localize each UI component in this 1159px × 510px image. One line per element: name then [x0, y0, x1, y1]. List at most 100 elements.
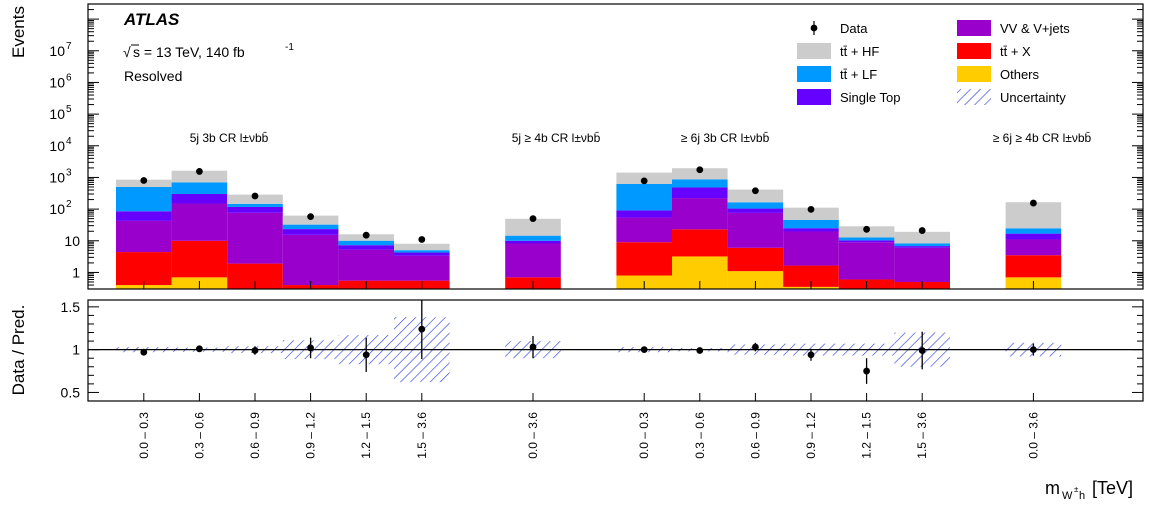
category-label-7: 0.0 – 0.3 — [637, 412, 651, 459]
bar-tt-lf-4 — [338, 240, 394, 246]
bar-vv-v-jets-1 — [171, 203, 228, 241]
upper-ytick-exponent-3: 3 — [66, 167, 72, 178]
sqrt-symbol: √ — [123, 44, 131, 60]
bar-single-top-7 — [616, 210, 672, 218]
ratio-point-8 — [696, 347, 704, 354]
bar-tt-x-10 — [783, 265, 839, 287]
bar-single-top-3 — [282, 229, 339, 235]
legend-tt-x-swatch — [957, 43, 991, 59]
category-label-12: 1.5 – 3.6 — [915, 412, 929, 459]
ratio-point-0 — [140, 348, 148, 356]
ratio-point-6 — [529, 343, 537, 351]
legend-tt-lf-label: tt̄ + LF — [840, 67, 877, 82]
bar-tt-lf-10 — [783, 219, 839, 229]
category-label-6: 0.0 – 3.6 — [526, 412, 540, 459]
upper-ytick-exponent-5: 5 — [66, 104, 72, 115]
category-label-1: 0.3 – 0.6 — [192, 412, 206, 459]
data-point-5 — [418, 236, 426, 243]
upper-ytick-label-1: 10 — [64, 233, 80, 249]
bar-single-top-5 — [394, 252, 450, 256]
region-label-1: 5j ≥ 4b CR l±νbb̄ — [512, 131, 601, 145]
ratio-point-12 — [918, 347, 926, 354]
legend-others-swatch — [957, 66, 991, 82]
region-label-2: ≥ 6j 3b CR l±νbb̄ — [681, 131, 770, 145]
data-point-12 — [918, 227, 926, 234]
bar-vv-v-jets-9 — [727, 212, 784, 248]
bar-tt-x-0 — [116, 252, 172, 286]
category-label-2: 0.6 – 0.9 — [248, 412, 262, 459]
legend-vv-v-jets-label: VV & V+jets — [1000, 21, 1070, 36]
ratio-point-10 — [807, 351, 815, 359]
bar-vv-v-jets-6 — [505, 243, 561, 278]
legend-data-label: Data — [840, 21, 868, 36]
bar-tt-lf-2 — [227, 203, 283, 207]
data-point-10 — [807, 205, 815, 213]
ratio-point-5 — [418, 325, 426, 333]
bar-vv-v-jets-5 — [394, 255, 450, 281]
category-label-3: 0.9 – 1.2 — [304, 412, 318, 459]
bar-vv-v-jets-13 — [1005, 239, 1062, 256]
data-point-8 — [696, 166, 704, 174]
ratio-point-9 — [752, 343, 759, 351]
region-label-0: 5j 3b CR l±νbb̄ — [190, 131, 269, 145]
labels-layer: ATLAS √ s = 13 TeV, 140 fb -1 Resolved 5j 3b … — [123, 10, 1133, 502]
bar-tt-lf-0 — [116, 186, 172, 212]
bar-others-9 — [727, 271, 784, 289]
bar-tt-hf-5 — [394, 243, 450, 251]
upper-ytick-label-3: 10 — [49, 169, 65, 185]
bar-tt-x-1 — [171, 240, 228, 278]
upper-ytick-exponent-4: 4 — [66, 136, 72, 147]
legend-tt-hf-swatch — [797, 43, 831, 59]
bar-vv-v-jets-0 — [116, 220, 172, 253]
energy-exponent: -1 — [285, 42, 294, 53]
bar-single-top-9 — [727, 208, 784, 213]
upper-ytick-label-0: 1 — [72, 264, 80, 280]
upper-ytick-label-4: 10 — [49, 138, 65, 154]
ratio-point-2 — [251, 347, 259, 354]
selection-label: Resolved — [124, 68, 182, 84]
bar-tt-lf-5 — [394, 250, 450, 253]
data-point-11 — [863, 225, 870, 233]
upper-ytick-exponent-6: 6 — [66, 72, 72, 83]
bar-tt-x-9 — [727, 247, 784, 272]
data-point-1 — [196, 168, 203, 175]
bar-tt-lf-8 — [672, 179, 728, 188]
category-label-0: 0.0 – 0.3 — [137, 412, 151, 459]
bar-tt-x-8 — [672, 229, 728, 257]
data-point-6 — [529, 215, 537, 223]
legend-tt-lf-swatch — [797, 66, 831, 82]
lower-ylabel: Data / Pred. — [9, 305, 28, 396]
upper-ytick-label-5: 10 — [49, 106, 65, 122]
legend-single-top-label: Single Top — [840, 90, 900, 105]
xlabel-sub2: h — [1079, 490, 1085, 502]
bar-vv-v-jets-4 — [338, 249, 394, 281]
category-label-5: 1.5 – 3.6 — [415, 412, 429, 459]
bar-tt-lf-1 — [171, 182, 228, 194]
region-label-3: ≥ 6j ≥ 4b CR l±νbb̄ — [993, 131, 1092, 145]
legend-single-top-swatch — [797, 89, 831, 105]
bar-single-top-13 — [1005, 233, 1062, 240]
bar-single-top-4 — [338, 245, 394, 250]
bar-tt-hf-10 — [783, 207, 839, 220]
upper-ytick-exponent-7: 7 — [66, 41, 72, 52]
lower-frame — [87, 299, 1144, 402]
ratio-point-1 — [196, 345, 203, 353]
ratio-point-11 — [863, 367, 870, 375]
bar-tt-x-7 — [616, 242, 672, 276]
upper-frame — [87, 3, 1144, 290]
ratio-point-4 — [362, 351, 370, 359]
xlabel-main: m — [1045, 478, 1060, 498]
bar-tt-lf-3 — [282, 224, 339, 230]
bar-single-top-1 — [171, 194, 228, 204]
legend-tt-x-label: tt̄ + X — [1000, 44, 1031, 59]
bar-tt-hf-9 — [727, 189, 784, 203]
bar-tt-hf-3 — [282, 215, 339, 225]
bar-tt-lf-7 — [616, 183, 672, 211]
category-label-9: 0.6 – 0.9 — [748, 412, 762, 459]
bar-vv-v-jets-11 — [838, 242, 895, 280]
bar-single-top-6 — [505, 240, 561, 244]
bar-tt-lf-11 — [838, 237, 895, 241]
